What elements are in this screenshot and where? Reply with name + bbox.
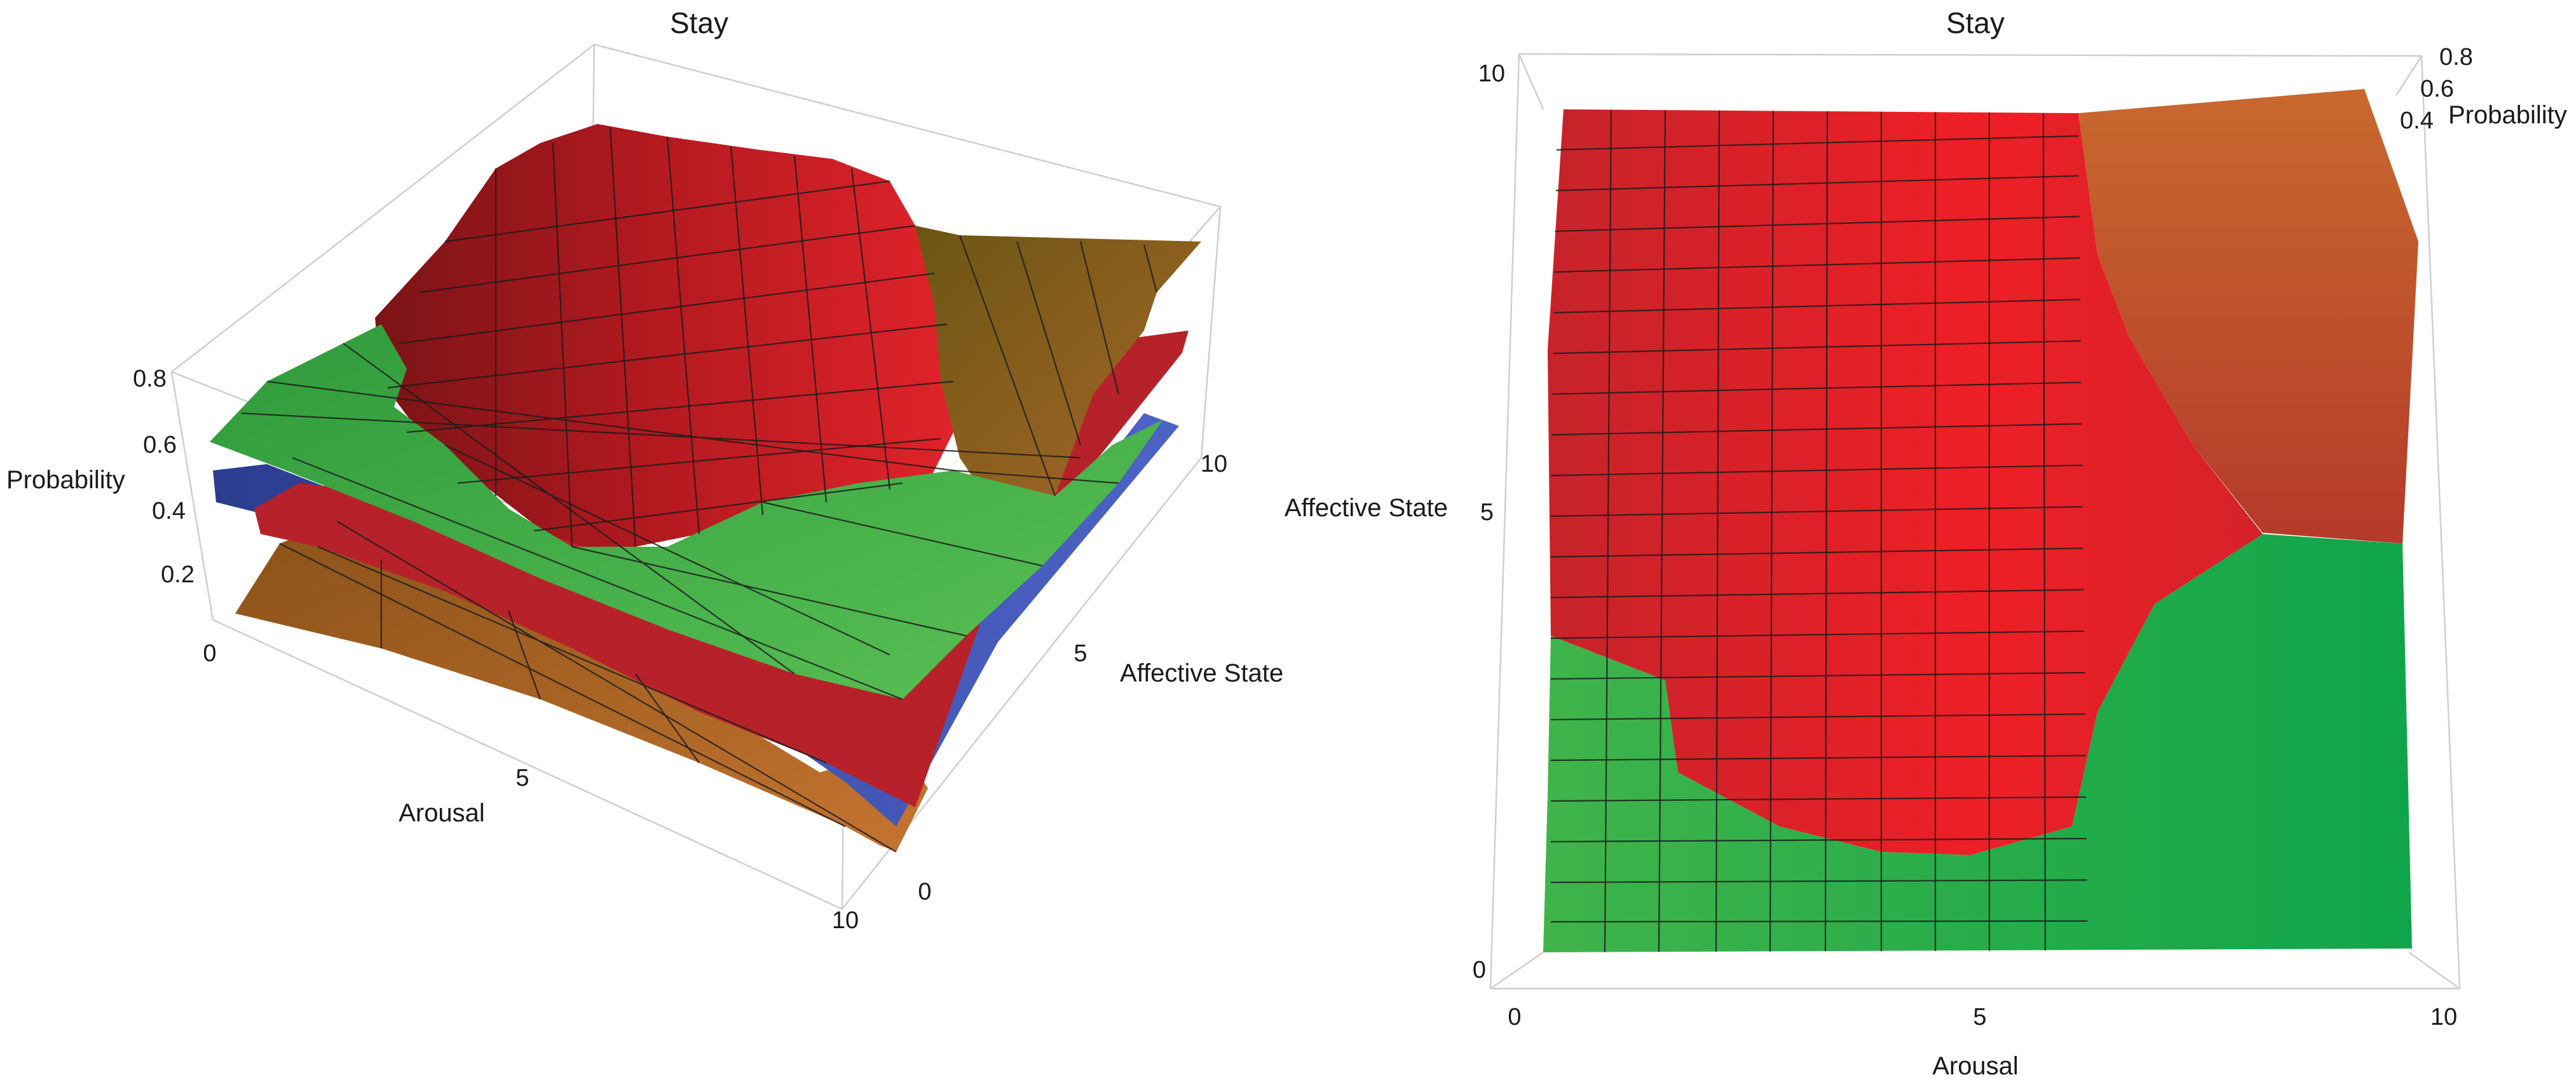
z-tick-label: 0.6: [143, 432, 177, 458]
chart-right-bounding-box: [1489, 53, 2461, 990]
surface-green-right: [1543, 534, 2412, 952]
z-tick-label: 0.6: [2420, 76, 2454, 102]
z-axis-left: 0.8 0.6 0.4 0.2 Probability: [6, 366, 194, 588]
x-axis-label: Arousal: [399, 799, 485, 827]
x-tick-label: 5: [515, 765, 529, 791]
x-axis-left: 0 5 10 Arousal: [203, 640, 859, 934]
mesh-left: [241, 127, 1158, 853]
z-tick-label: 0.2: [161, 561, 194, 588]
surface-orange-left: [235, 521, 928, 852]
mesh-right: [1550, 109, 2088, 952]
chart-right: Stay 10 5 0 Affective State 0 5 10 Arous…: [1285, 6, 2567, 1080]
chart-left: Stay 0.8: [6, 6, 1283, 934]
y-tick-label: 5: [1073, 640, 1087, 667]
surface-red-right: [1548, 109, 2263, 855]
y-tick-label: 0: [1473, 957, 1486, 983]
x-axis-label: Arousal: [1932, 1052, 2019, 1080]
z-axis-label: Probability: [2448, 101, 2567, 129]
z-tick-label: 0.4: [152, 498, 186, 524]
y-axis-left: 0 5 10 Affective State: [918, 451, 1283, 905]
x-tick-label: 5: [1973, 1004, 1986, 1031]
z-tick-label: 0.8: [133, 366, 167, 392]
y-axis-label: Affective State: [1120, 659, 1283, 687]
y-tick-label: 0: [918, 879, 931, 905]
x-tick-label: 10: [832, 907, 859, 934]
surface-olive-left: [915, 226, 1201, 509]
y-tick-label: 5: [1480, 499, 1494, 526]
surface-red-lower-left: [254, 331, 1189, 807]
y-axis-label: Affective State: [1285, 494, 1448, 522]
z-axis-right: 0.8 0.6 0.4 Probability: [2400, 44, 2567, 134]
x-tick-label: 0: [203, 640, 216, 667]
z-tick-label: 0.4: [2400, 107, 2434, 134]
chart-left-title: Stay: [670, 6, 728, 39]
x-axis-right: 0 5 10 Arousal: [1508, 1004, 2457, 1080]
x-tick-label: 10: [2430, 1004, 2457, 1031]
z-tick-label: 0.8: [2439, 44, 2473, 71]
surface-brown-right: [2078, 89, 2418, 544]
y-tick-label: 10: [1478, 60, 1505, 87]
z-axis-label: Probability: [6, 466, 125, 494]
x-tick-label: 0: [1508, 1004, 1521, 1031]
y-tick-label: 10: [1201, 451, 1227, 477]
surface-green-left: [210, 324, 1163, 699]
y-axis-right: 10 5 0 Affective State: [1285, 60, 1505, 983]
chart-right-title: Stay: [1946, 6, 2005, 39]
